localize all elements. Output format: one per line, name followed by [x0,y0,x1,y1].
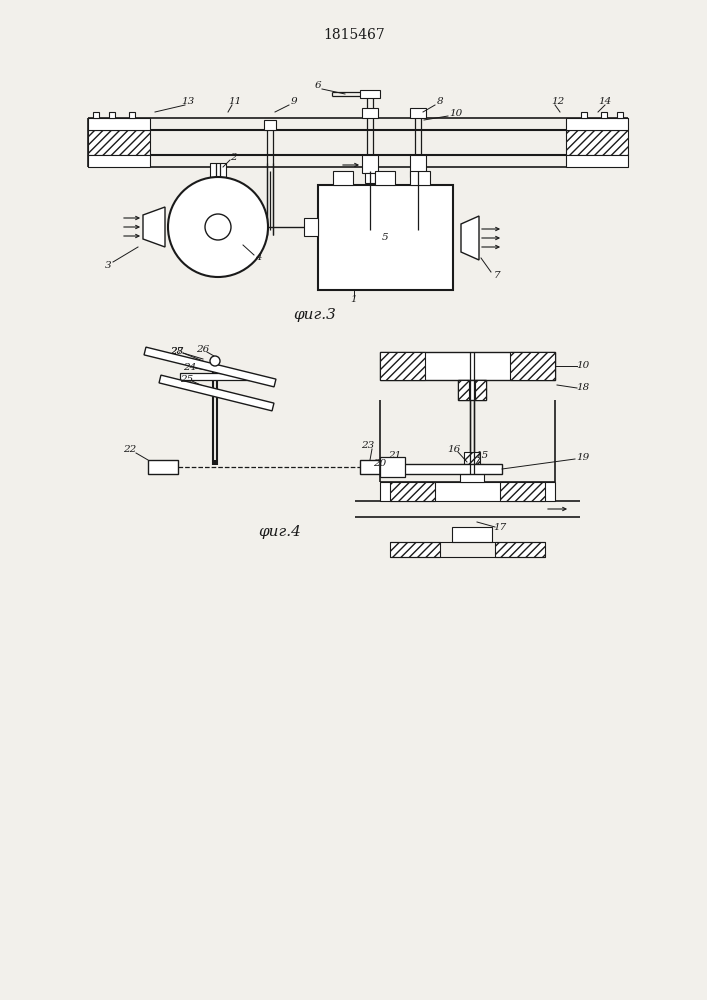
Polygon shape [461,216,479,260]
Bar [510,352,555,380]
Text: 14: 14 [598,98,612,106]
Text: 20: 20 [373,458,387,468]
Text: 24: 24 [183,363,197,372]
Text: 6: 6 [315,82,321,91]
Text: 10: 10 [450,109,462,118]
Bar [304,218,318,236]
Bar [360,460,390,474]
Bar [380,352,555,380]
Circle shape [168,177,268,277]
Bar [264,120,276,130]
Bar [180,373,250,380]
Text: 1: 1 [351,296,357,304]
Bar [413,177,423,185]
Bar [495,542,545,557]
Bar [452,527,492,542]
Text: 26: 26 [197,344,209,354]
Bar [390,464,502,474]
Bar [460,464,484,482]
Bar [362,108,378,118]
Text: 17: 17 [493,522,507,532]
Bar [148,460,178,474]
Text: 15: 15 [475,452,489,460]
Bar [88,118,150,130]
Bar [129,112,135,118]
Circle shape [205,214,231,240]
Bar [566,130,628,155]
Text: 1815467: 1815467 [323,28,385,42]
Bar [390,542,440,557]
Text: 25: 25 [180,374,194,383]
Text: 3: 3 [105,260,111,269]
Text: 11: 11 [228,98,242,106]
Bar [475,380,486,400]
Circle shape [210,356,220,366]
Bar [360,90,380,98]
Text: 7: 7 [493,271,501,280]
Text: 23: 23 [361,440,375,450]
Bar [375,171,395,185]
Bar [410,171,430,185]
Text: 12: 12 [551,98,565,106]
Polygon shape [143,207,165,247]
Bar [458,380,469,400]
Bar [333,171,353,185]
Bar [93,112,99,118]
Bar [617,112,623,118]
Text: 2: 2 [230,152,236,161]
Text: 27: 27 [170,347,184,356]
Bar [566,118,628,130]
Text: 8: 8 [437,98,443,106]
Text: 19: 19 [576,452,590,462]
Bar [464,452,480,464]
Text: 9: 9 [291,98,298,106]
Text: 4: 4 [255,252,262,261]
Bar [109,112,115,118]
Polygon shape [144,347,276,387]
Bar [88,155,150,167]
Bar [210,163,226,177]
Text: 13: 13 [182,98,194,106]
Bar [380,457,405,477]
Text: 21: 21 [388,450,402,460]
Bar [601,112,607,118]
Bar [581,112,587,118]
Text: 22: 22 [124,444,136,454]
Polygon shape [159,375,274,411]
Bar [362,155,378,173]
Text: φиг.3: φиг.3 [293,308,337,322]
Bar [410,155,426,177]
Bar [318,185,453,290]
Text: 5: 5 [382,233,388,242]
Bar [566,155,628,167]
Text: 10: 10 [576,361,590,370]
Bar [380,352,425,380]
Bar [380,482,555,501]
Bar [500,482,545,501]
Text: φиг.4: φиг.4 [259,525,301,539]
Bar [390,482,435,501]
Bar [88,130,150,155]
Bar [365,173,375,183]
Text: 28: 28 [170,347,184,356]
Bar [458,380,486,400]
Bar [410,108,426,118]
Text: 16: 16 [448,446,461,454]
Text: 18: 18 [576,383,590,392]
